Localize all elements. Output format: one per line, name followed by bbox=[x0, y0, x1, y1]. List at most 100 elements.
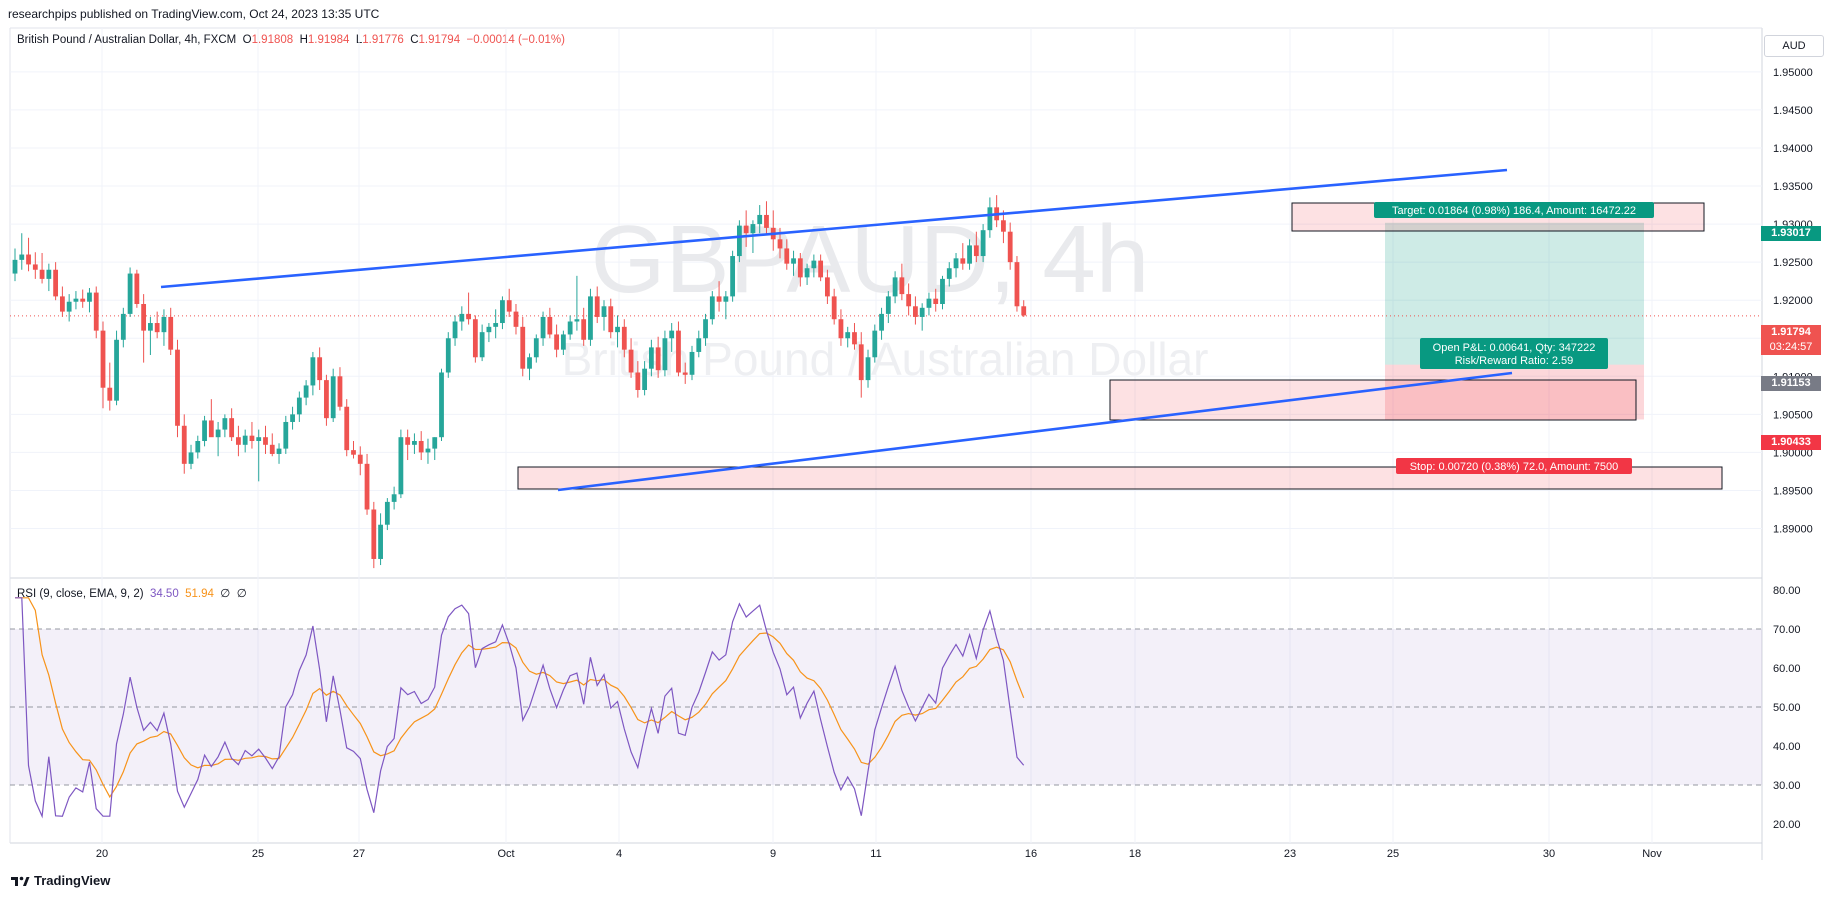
candle-body bbox=[730, 256, 736, 297]
position-stop-zone bbox=[1385, 364, 1644, 420]
tradingview-footer[interactable]: TradingView bbox=[10, 873, 110, 888]
candle-body bbox=[439, 372, 444, 438]
open-label: O bbox=[242, 34, 252, 46]
candle-body bbox=[879, 313, 884, 331]
candle-body bbox=[405, 437, 411, 445]
countdown-badge: 03:24:57 bbox=[1761, 340, 1821, 355]
candle-body bbox=[12, 259, 18, 274]
candle-body bbox=[364, 463, 370, 510]
candle-body bbox=[107, 387, 113, 401]
watermark-ticker: GBPAUD, 4h bbox=[591, 206, 1149, 313]
symbol-name[interactable]: British Pound / Australian Dollar, 4h, F… bbox=[17, 34, 237, 46]
candle-body bbox=[384, 501, 390, 525]
candle-body bbox=[953, 258, 959, 269]
candle-body bbox=[73, 298, 79, 302]
candle-body bbox=[432, 437, 438, 449]
candle-body bbox=[811, 260, 817, 269]
candle-body bbox=[357, 454, 363, 464]
candle-body bbox=[594, 296, 600, 317]
candle-body bbox=[181, 425, 187, 464]
candle-body bbox=[621, 326, 627, 350]
pnl-label-line1: Open P&L: 0.00641, Qty: 347222 bbox=[1433, 342, 1596, 354]
entry-price-badge: 1.91153 bbox=[1761, 376, 1821, 391]
candle-body bbox=[987, 207, 993, 231]
price-tick-label: 1.93500 bbox=[1773, 181, 1813, 193]
price-tick-label: 1.94500 bbox=[1773, 105, 1813, 117]
candle-body bbox=[263, 437, 268, 445]
candle-body bbox=[757, 214, 763, 225]
symbol-legend: British Pound / Australian Dollar, 4h, F… bbox=[17, 34, 565, 46]
price-tick-label: 1.94000 bbox=[1773, 143, 1813, 155]
time-tick-label: 11 bbox=[870, 848, 881, 860]
candle-body bbox=[330, 376, 336, 419]
candle-body bbox=[425, 448, 431, 453]
candle-body bbox=[378, 524, 383, 559]
candle-body bbox=[648, 347, 654, 369]
rsi-tick-label: 20.00 bbox=[1773, 819, 1801, 831]
rsi-tick-label: 60.00 bbox=[1773, 663, 1801, 675]
rsi-ma-line bbox=[15, 597, 1025, 799]
candle-body bbox=[899, 277, 905, 295]
candle-body bbox=[919, 307, 925, 317]
candle-body bbox=[195, 441, 201, 453]
candle-body bbox=[669, 330, 675, 339]
rsi-tick-label: 50.00 bbox=[1773, 702, 1801, 714]
candle-body bbox=[276, 448, 282, 454]
candle-body bbox=[750, 224, 756, 234]
candle-body bbox=[797, 258, 803, 278]
candle-body bbox=[960, 258, 966, 264]
price-tick-label: 1.89000 bbox=[1773, 524, 1813, 536]
target-label-bg bbox=[1374, 202, 1654, 218]
time-tick-label: 16 bbox=[1025, 848, 1037, 860]
candle-body bbox=[825, 277, 830, 297]
candle-body bbox=[1014, 262, 1020, 307]
candle-body bbox=[892, 277, 898, 297]
trendline-lower bbox=[557, 371, 1513, 492]
candle-body bbox=[676, 330, 681, 373]
candle-body bbox=[764, 214, 769, 228]
candle-body bbox=[973, 245, 979, 257]
time-tick-label: 27 bbox=[353, 848, 365, 860]
candle-body bbox=[46, 269, 52, 279]
time-tick-label: 20 bbox=[96, 848, 108, 860]
currency-selector[interactable]: AUD bbox=[1764, 35, 1824, 57]
candle-body bbox=[547, 316, 553, 335]
price-tick-label: 1.90000 bbox=[1773, 447, 1813, 459]
candle-body bbox=[716, 296, 722, 302]
candle-body bbox=[831, 296, 837, 320]
candle-body bbox=[642, 368, 648, 391]
candle-body bbox=[540, 316, 546, 339]
candle-body bbox=[351, 450, 356, 455]
candle-body bbox=[946, 268, 952, 279]
candle-body bbox=[696, 338, 702, 352]
candle-body bbox=[229, 418, 235, 438]
rsi-ma-value: 51.94 bbox=[185, 588, 214, 600]
candle-body bbox=[127, 273, 133, 314]
candle-body bbox=[791, 258, 796, 264]
time-tick-label: Oct bbox=[497, 848, 514, 860]
candle-body bbox=[236, 437, 241, 445]
candle-body bbox=[459, 313, 465, 322]
time-tick-label: 18 bbox=[1129, 848, 1141, 860]
candle-body bbox=[777, 239, 783, 249]
candle-body bbox=[452, 321, 458, 339]
time-tick-label: 23 bbox=[1284, 848, 1296, 860]
rsi-tick-label: 40.00 bbox=[1773, 741, 1801, 753]
candle-body bbox=[567, 321, 573, 335]
candle-body bbox=[412, 441, 417, 445]
candle-body bbox=[26, 254, 31, 265]
close-label: C bbox=[410, 34, 419, 46]
price-tick-label: 1.95000 bbox=[1773, 67, 1813, 79]
candle-body bbox=[655, 347, 661, 371]
tradingview-brand: TradingView bbox=[34, 873, 111, 888]
candle-body bbox=[581, 319, 587, 340]
rsi-value: 34.50 bbox=[149, 588, 179, 600]
rsi-label[interactable]: RSI (9, close, EMA, 9, 2) bbox=[17, 588, 144, 600]
candle-body bbox=[1021, 306, 1027, 316]
candle-body bbox=[506, 300, 512, 312]
price-tick-label: 1.89500 bbox=[1773, 485, 1813, 497]
time-tick-label: 25 bbox=[252, 848, 264, 860]
candle-body bbox=[100, 330, 106, 388]
candle-body bbox=[872, 330, 878, 358]
